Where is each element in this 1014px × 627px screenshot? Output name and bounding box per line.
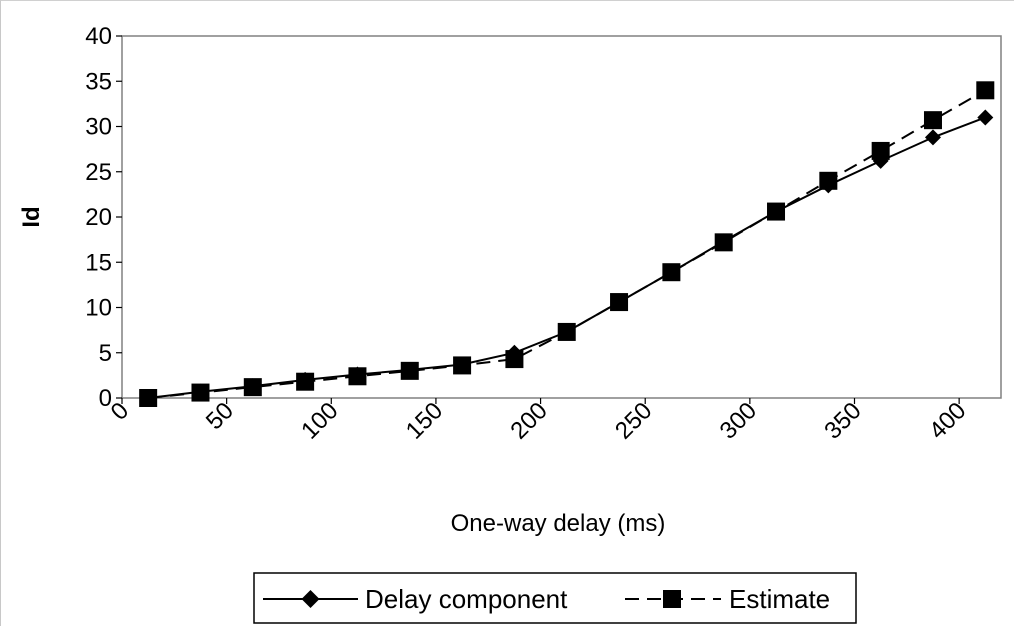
- x-tick-label: 150: [401, 397, 448, 444]
- y-tick-label: 5: [99, 340, 112, 367]
- y-tick-label: 25: [85, 159, 112, 186]
- legend-label-delay-component: Delay component: [365, 584, 568, 614]
- x-tick-label: 50: [201, 397, 239, 435]
- series-layer: [139, 81, 995, 407]
- legend-marker-delay-component: [301, 590, 320, 608]
- data-point-estimate: [191, 383, 210, 402]
- x-tick-label: 0: [106, 397, 135, 426]
- y-tick-label: 10: [85, 295, 112, 322]
- plot-area: [121, 35, 1002, 399]
- data-point-estimate: [610, 293, 629, 312]
- data-point-estimate: [923, 111, 942, 130]
- y-tick-label: 0: [99, 385, 112, 412]
- data-point-delay-component: [924, 129, 941, 146]
- x-axis-title: One-way delay (ms): [451, 510, 666, 537]
- y-tick-label: 35: [85, 68, 112, 95]
- y-tick-label: 20: [85, 204, 112, 231]
- series-line-estimate: [148, 89, 986, 399]
- legend-marker-estimate: [663, 590, 681, 608]
- x-tick-label: 350: [819, 397, 866, 444]
- legend-label-estimate: Estimate: [729, 584, 830, 614]
- data-point-estimate: [976, 81, 995, 100]
- data-point-estimate: [453, 356, 472, 375]
- data-point-delay-component: [977, 109, 994, 126]
- data-point-estimate: [348, 367, 367, 386]
- data-point-estimate: [767, 202, 786, 221]
- x-axis: 0 50 100 150 200 250 300 350 400: [106, 397, 972, 444]
- series-line-delay-component: [148, 116, 986, 399]
- y-tick-label: 40: [85, 23, 112, 50]
- data-point-estimate: [400, 361, 419, 380]
- data-point-estimate: [662, 263, 681, 282]
- y-axis: 0 5 10 15 20 25 30 35 40: [85, 23, 122, 412]
- x-tick-label: 200: [505, 397, 552, 444]
- data-point-estimate: [505, 350, 524, 369]
- y-tick-label: 15: [85, 249, 112, 276]
- x-tick-label: 250: [610, 397, 657, 444]
- y-axis-title: Id: [18, 206, 45, 227]
- data-point-estimate: [819, 171, 838, 190]
- data-point-estimate: [557, 322, 576, 341]
- data-point-estimate: [139, 389, 158, 407]
- data-point-estimate: [714, 233, 733, 252]
- data-point-estimate: [871, 141, 890, 160]
- legend: Delay component Estimate: [253, 572, 857, 624]
- x-tick-label: 100: [296, 397, 343, 444]
- x-tick-label: 300: [715, 397, 762, 444]
- data-point-estimate: [243, 378, 262, 397]
- x-tick-label: 400: [924, 397, 971, 444]
- y-tick-label: 30: [85, 114, 112, 141]
- data-point-estimate: [296, 372, 315, 391]
